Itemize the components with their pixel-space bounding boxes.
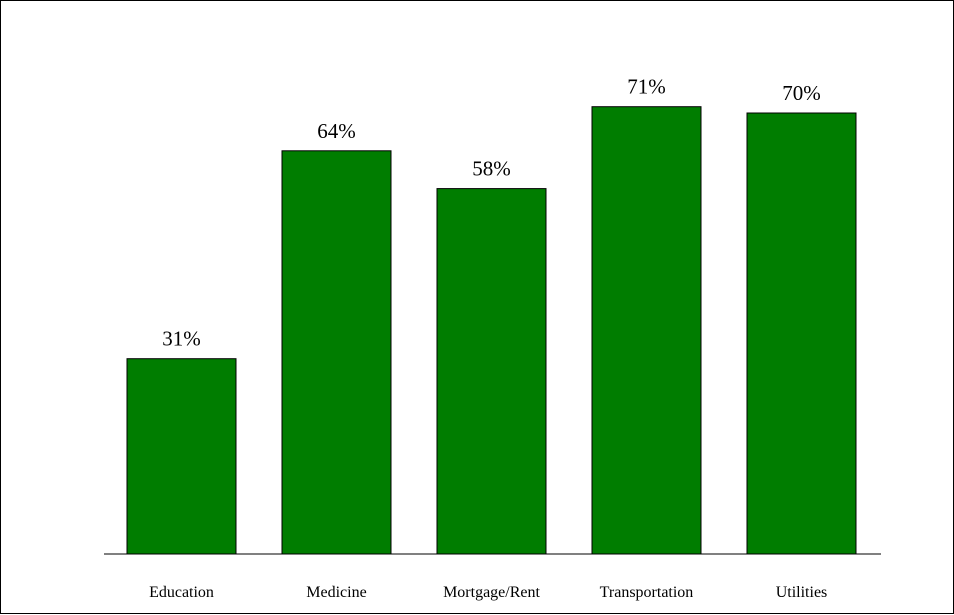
value-labels-group: 31% 64% 58% 71% 70%	[162, 75, 821, 351]
value-label: 70%	[782, 81, 821, 105]
category-label: Mortgage/Rent	[443, 584, 540, 601]
value-label: 64%	[317, 119, 356, 143]
category-label: Medicine	[306, 584, 366, 601]
bars-group	[126, 106, 857, 555]
value-label: 58%	[472, 157, 511, 181]
bar-transportation	[591, 106, 702, 555]
category-label: Transportation	[600, 584, 694, 601]
bar-mortgage-rent	[436, 188, 547, 555]
category-label: Utilities	[776, 584, 828, 601]
category-label: Education	[149, 584, 214, 601]
value-label: 31%	[162, 327, 201, 351]
bar-medicine	[281, 150, 392, 555]
category-labels-group: Education Medicine Mortgage/Rent Transporta…	[149, 584, 827, 601]
bar-education	[126, 358, 237, 555]
value-label: 71%	[627, 75, 666, 99]
bar-utilities	[746, 112, 857, 555]
